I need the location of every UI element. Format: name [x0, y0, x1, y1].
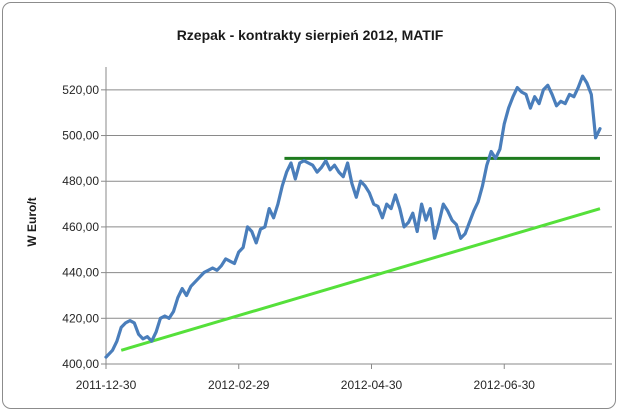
- support-trendline: [120, 207, 601, 352]
- price-series: [104, 74, 602, 359]
- y-tick-label: 500,00: [62, 129, 99, 143]
- x-tick-label: 2012-02-29: [208, 378, 270, 392]
- y-tick-label: 460,00: [62, 220, 99, 234]
- price-line: [104, 74, 602, 359]
- x-tick-labels: 2011-12-30 2012-02-29 2012-04-30 2012-06-30: [76, 378, 536, 392]
- y-tick-label: 400,00: [62, 357, 99, 371]
- gridlines: [106, 89, 612, 319]
- chart-frame: [2, 2, 616, 409]
- y-tick-label: 520,00: [62, 83, 99, 97]
- y-tick-labels: 400,00 420,00 440,00 460,00 480,00 500,00 520,…: [62, 83, 99, 371]
- trend-lines: [120, 156, 601, 352]
- axes: [101, 67, 612, 369]
- chart-title: Rzepak - kontrakty sierpień 2012, MATIF: [177, 27, 444, 43]
- x-tick-label: 2012-06-30: [474, 378, 536, 392]
- y-tick-label: 480,00: [62, 174, 99, 188]
- x-tick-label: 2011-12-30: [76, 378, 137, 392]
- x-tick-label: 2012-04-30: [341, 378, 403, 392]
- y-axis-label: W Euro/t: [25, 197, 39, 246]
- y-tick-label: 420,00: [62, 311, 99, 325]
- y-tick-label: 440,00: [62, 266, 99, 280]
